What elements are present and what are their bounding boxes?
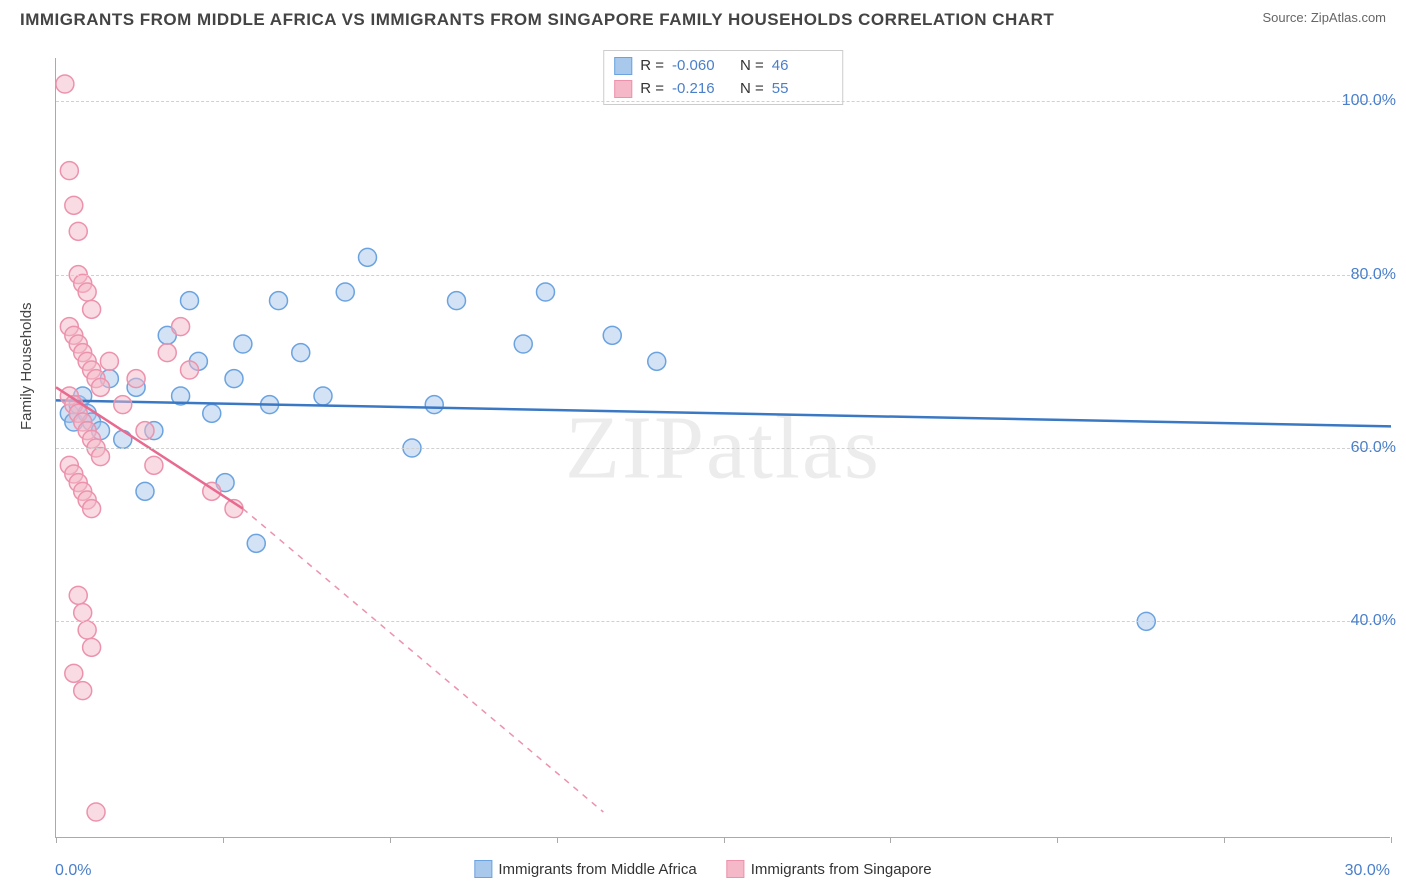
legend-n-value: 55	[772, 78, 832, 101]
data-point	[114, 430, 132, 448]
data-point	[78, 621, 96, 639]
x-tick	[56, 837, 57, 843]
legend-r-label: R =	[640, 78, 664, 101]
x-tick	[1057, 837, 1058, 843]
data-point	[65, 664, 83, 682]
data-point	[100, 352, 118, 370]
source-label: Source: ZipAtlas.com	[1262, 10, 1386, 25]
x-tick-right: 30.0%	[1345, 862, 1390, 880]
legend-swatch	[474, 860, 492, 878]
data-point	[172, 318, 190, 336]
regression-line-dashed	[243, 509, 603, 812]
y-tick-label: 60.0%	[1351, 439, 1396, 457]
data-point	[114, 396, 132, 414]
data-point	[92, 448, 110, 466]
legend-swatch	[614, 57, 632, 75]
data-point	[83, 638, 101, 656]
data-point	[234, 335, 252, 353]
legend-item: Immigrants from Singapore	[727, 860, 932, 878]
legend-series-label: Immigrants from Singapore	[751, 861, 932, 878]
data-point	[181, 361, 199, 379]
gridline	[56, 275, 1390, 276]
data-point	[145, 456, 163, 474]
data-point	[336, 283, 354, 301]
data-point	[537, 283, 555, 301]
gridline	[56, 101, 1390, 102]
data-point	[203, 404, 221, 422]
data-point	[56, 75, 74, 93]
data-point	[78, 283, 96, 301]
legend-n-label: N =	[740, 78, 764, 101]
legend-row: R = -0.060 N = 46	[614, 55, 832, 78]
legend-swatch	[614, 80, 632, 98]
data-point	[136, 482, 154, 500]
legend-n-label: N =	[740, 55, 764, 78]
data-point	[158, 344, 176, 362]
data-point	[514, 335, 532, 353]
x-tick	[557, 837, 558, 843]
x-tick	[724, 837, 725, 843]
legend-row: R = -0.216 N = 55	[614, 78, 832, 101]
x-tick	[1224, 837, 1225, 843]
data-point	[69, 222, 87, 240]
legend-item: Immigrants from Middle Africa	[474, 860, 696, 878]
y-tick-label: 40.0%	[1351, 612, 1396, 630]
data-point	[448, 292, 466, 310]
data-point	[425, 396, 443, 414]
data-point	[83, 500, 101, 518]
gridline	[56, 448, 1390, 449]
data-point	[648, 352, 666, 370]
data-point	[69, 586, 87, 604]
chart-title: IMMIGRANTS FROM MIDDLE AFRICA VS IMMIGRA…	[20, 10, 1054, 30]
x-tick	[890, 837, 891, 843]
legend-r-value: -0.060	[672, 55, 732, 78]
x-tick	[390, 837, 391, 843]
y-tick-label: 80.0%	[1351, 266, 1396, 284]
data-point	[74, 604, 92, 622]
x-tick	[223, 837, 224, 843]
data-point	[292, 344, 310, 362]
legend-n-value: 46	[772, 55, 832, 78]
y-axis-label: Family Households	[18, 302, 35, 430]
data-point	[181, 292, 199, 310]
x-tick	[1391, 837, 1392, 843]
regression-line	[56, 400, 1391, 426]
data-point	[314, 387, 332, 405]
y-tick-label: 100.0%	[1342, 92, 1396, 110]
chart-plot-area: ZIPatlas R =-0.060N =46R =-0.216N =55	[55, 58, 1390, 838]
data-point	[74, 682, 92, 700]
legend-r-value: -0.216	[672, 78, 732, 101]
legend-swatch	[727, 860, 745, 878]
data-point	[247, 534, 265, 552]
x-tick-left: 0.0%	[55, 862, 91, 880]
gridline	[56, 621, 1390, 622]
data-point	[83, 300, 101, 318]
data-point	[92, 378, 110, 396]
legend-series-label: Immigrants from Middle Africa	[498, 861, 696, 878]
legend-r-label: R =	[640, 55, 664, 78]
data-point	[65, 196, 83, 214]
data-point	[87, 803, 105, 821]
data-point	[603, 326, 621, 344]
legend-series: Immigrants from Middle Africa Immigrants …	[474, 860, 931, 878]
data-point	[136, 422, 154, 440]
legend-correlation: R = -0.060 N = 46 R = -0.216 N = 55	[603, 50, 843, 105]
data-point	[359, 248, 377, 266]
data-point	[60, 162, 78, 180]
data-point	[225, 370, 243, 388]
data-point	[270, 292, 288, 310]
data-point	[127, 370, 145, 388]
